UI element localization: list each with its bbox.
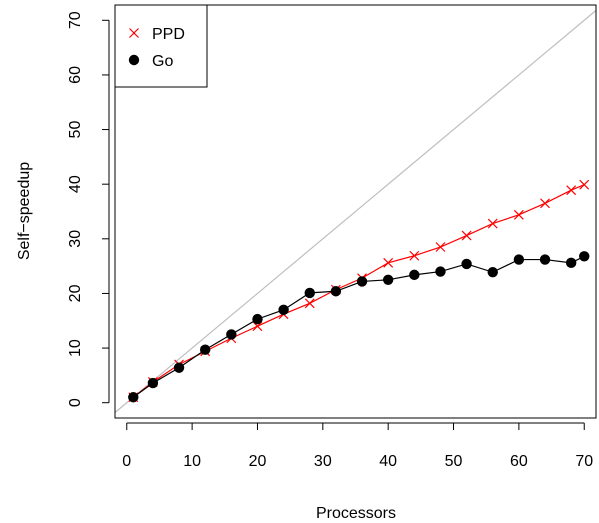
- go-data-point: [539, 254, 551, 265]
- x-tick-label: 10: [183, 453, 201, 470]
- go-data-point: [128, 392, 139, 403]
- x-tick-label: 70: [575, 453, 593, 470]
- y-tick-label: 30: [67, 230, 84, 248]
- ppd-data-point: [487, 218, 498, 229]
- ppd-data-point: [409, 250, 420, 261]
- y-tick-label: 70: [67, 11, 84, 29]
- go-data-point: [461, 258, 472, 270]
- x-tick-label: 60: [510, 453, 528, 470]
- y-tick-label: 20: [67, 284, 84, 302]
- go-data-point: [435, 266, 446, 277]
- go-data-point: [382, 274, 394, 285]
- x-axis-title: Processors: [316, 505, 396, 522]
- go-data-point: [565, 257, 577, 269]
- ppd-data-point: [566, 185, 577, 196]
- legend: PPD Go: [114, 4, 208, 88]
- go-data-point: [278, 304, 289, 316]
- ppd-legend-marker: [129, 28, 139, 38]
- reference-line-layer: [115, 9, 596, 414]
- go-data-point: [304, 287, 315, 299]
- y-tick-label: 40: [67, 175, 84, 193]
- series-layer: [128, 179, 590, 403]
- go-data-point: [226, 329, 237, 340]
- plot-frame: [114, 4, 597, 419]
- go-data-point: [487, 266, 498, 278]
- y-tick-label: 60: [67, 66, 84, 84]
- go-data-point: [409, 269, 420, 281]
- x-tick-label: 0: [122, 453, 131, 470]
- go-data-point: [579, 251, 590, 262]
- ppd-data-point: [383, 257, 394, 268]
- go-legend-marker: [128, 54, 140, 66]
- ppd-data-point: [461, 230, 472, 241]
- axis-layer: 0 10 20 30 40 50 60 70 0 10 20 30 40 50 60 70: [67, 11, 593, 470]
- x-tick-label: 40: [379, 453, 397, 470]
- go-legend-label: Go: [152, 53, 173, 70]
- ppd-data-point: [435, 242, 446, 252]
- go-data-point: [199, 344, 211, 355]
- go-data-point: [330, 286, 342, 297]
- go-data-point: [356, 276, 368, 287]
- ppd-legend-label: PPD: [152, 26, 185, 43]
- y-tick-label: 10: [67, 339, 84, 357]
- y-tick-label: 50: [67, 121, 84, 139]
- ppd-data-point: [304, 298, 315, 309]
- go-data-point: [513, 254, 525, 265]
- go-data-point: [147, 377, 159, 389]
- x-tick-label: 50: [445, 453, 463, 470]
- y-axis-title: Self−speedup: [16, 162, 33, 260]
- y-tick-label: 0: [67, 398, 84, 407]
- ppd-data-point: [540, 198, 550, 209]
- go-data-point: [173, 362, 185, 373]
- x-tick-label: 20: [249, 453, 267, 470]
- identity-reference-line: [115, 9, 596, 414]
- ppd-data-point: [513, 209, 524, 220]
- go-data-point: [252, 313, 263, 325]
- legend-box: [114, 4, 208, 88]
- x-tick-label: 30: [314, 453, 332, 470]
- ppd-data-point: [579, 179, 590, 190]
